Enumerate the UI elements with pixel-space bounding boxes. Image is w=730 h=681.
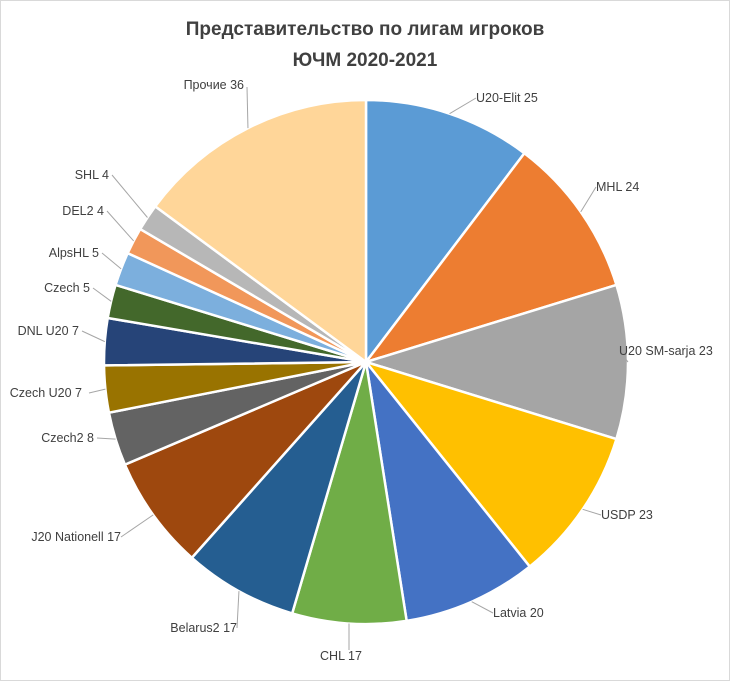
leader-line bbox=[106, 210, 135, 242]
data-label: U20 SM-sarja 23 bbox=[619, 344, 713, 358]
data-label: CHL 17 bbox=[320, 649, 362, 663]
leader-line bbox=[449, 97, 477, 115]
leader-line bbox=[81, 330, 106, 343]
data-label: Latvia 20 bbox=[493, 606, 544, 620]
data-label: DEL2 4 bbox=[62, 204, 104, 218]
leader-line bbox=[111, 174, 148, 218]
pie-slice-u20-sm-sarja bbox=[361, 283, 630, 441]
data-label: Czech 5 bbox=[44, 281, 90, 295]
chart-title: Представительство по лигам игроков ЮЧМ 2… bbox=[0, 14, 730, 76]
pie-slice-прочие bbox=[153, 98, 368, 365]
pie-slice-u20-elit bbox=[364, 98, 527, 366]
leader-line bbox=[92, 287, 112, 302]
data-label: AlpsHL 5 bbox=[49, 246, 99, 260]
data-label: Прочие 36 bbox=[184, 78, 244, 92]
pie-slice-belarus2 bbox=[190, 361, 368, 615]
pie-slice-j20-nationell bbox=[123, 360, 367, 560]
pie-slice-usdp bbox=[362, 359, 618, 569]
data-label: MHL 24 bbox=[596, 180, 639, 194]
data-label: SHL 4 bbox=[75, 168, 109, 182]
data-label: USDP 23 bbox=[601, 508, 653, 522]
pie-slice-latvia bbox=[364, 357, 532, 623]
data-label: Belarus2 17 bbox=[170, 621, 237, 635]
leader-line bbox=[471, 601, 494, 614]
data-label: U20-Elit 25 bbox=[476, 91, 538, 105]
data-label: Czech2 8 bbox=[41, 431, 94, 445]
leader-line bbox=[96, 437, 116, 440]
leader-line bbox=[101, 252, 122, 270]
leader-line bbox=[618, 350, 629, 363]
data-label: J20 Nationell 17 bbox=[31, 530, 121, 544]
data-label: DNL U20 7 bbox=[18, 324, 79, 338]
chart-title-line-1: Представительство по лигам игроков bbox=[185, 19, 545, 40]
leader-line bbox=[120, 514, 154, 538]
leader-line bbox=[580, 186, 597, 213]
pie-slice-chl bbox=[290, 361, 409, 626]
chart-title-line-2: ЮЧМ 2020-2021 bbox=[292, 50, 438, 71]
pie-slice-mhl bbox=[362, 151, 618, 365]
data-label: Czech U20 7 bbox=[10, 386, 82, 400]
leader-line bbox=[236, 591, 240, 629]
leader-line bbox=[582, 508, 602, 516]
leader-line bbox=[88, 388, 106, 394]
leader-line bbox=[246, 86, 249, 129]
